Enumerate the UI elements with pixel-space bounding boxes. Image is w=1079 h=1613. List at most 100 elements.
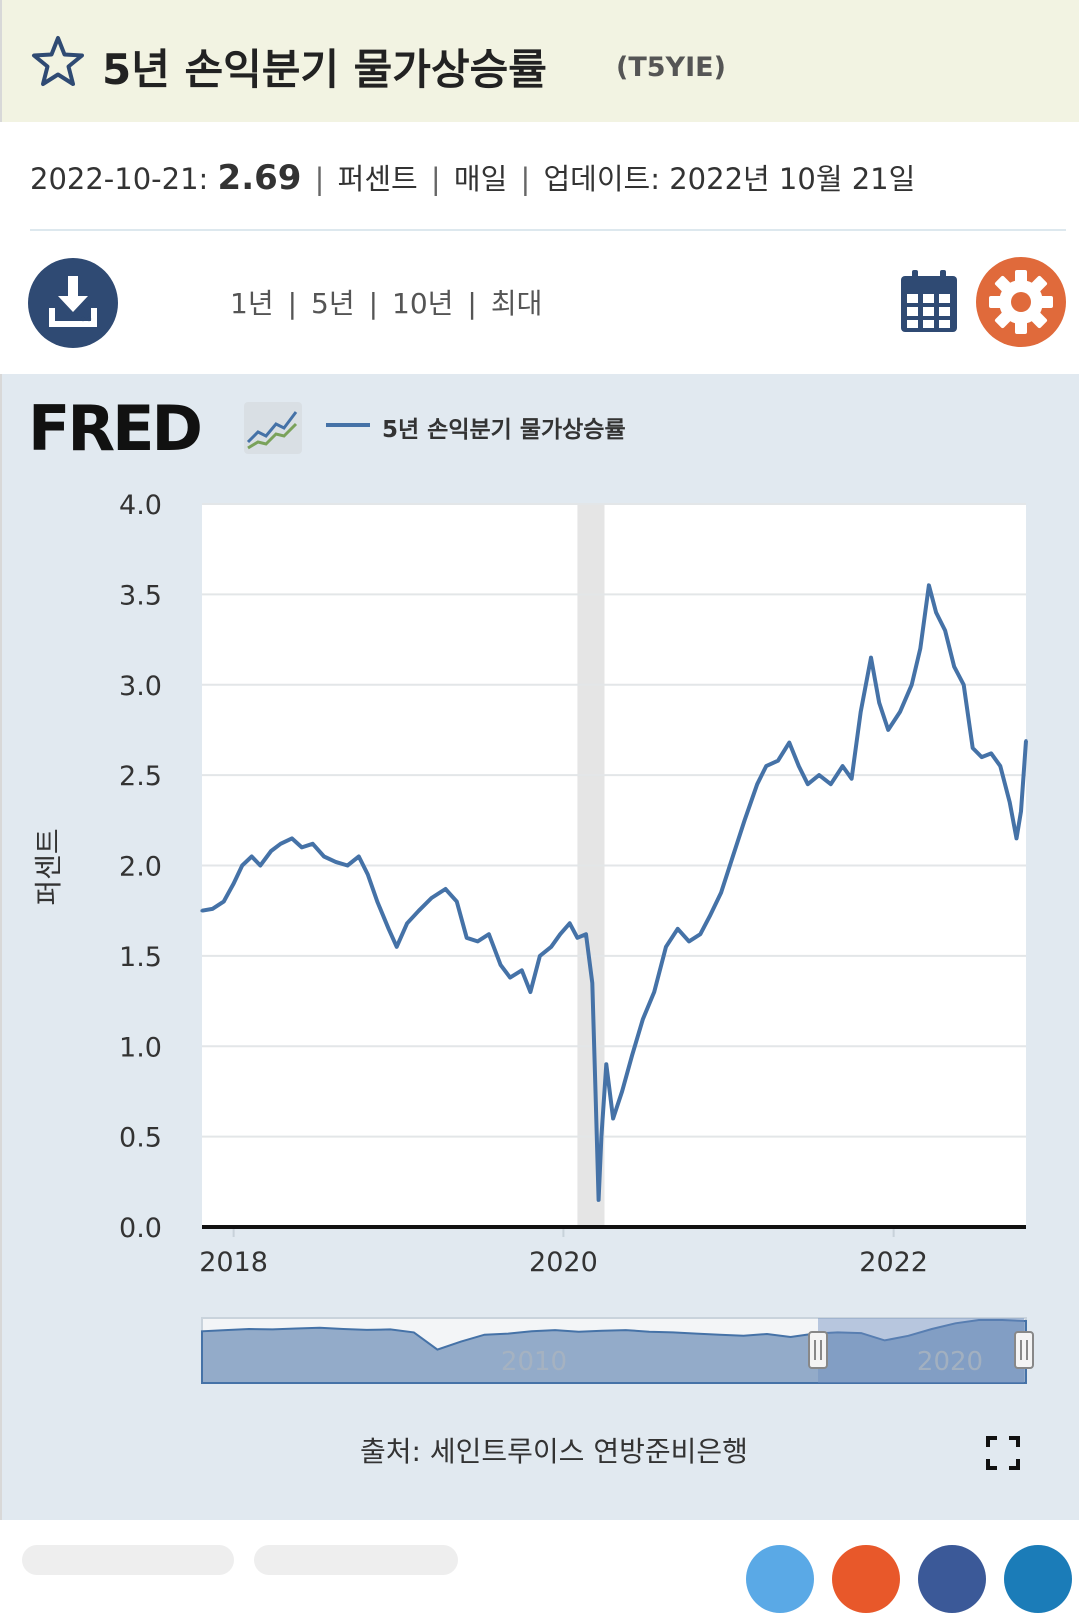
data-point: [898, 710, 902, 714]
data-point: [538, 954, 542, 958]
data-point: [499, 963, 503, 967]
data-point: [980, 755, 984, 759]
navigator-handle[interactable]: [808, 1331, 828, 1369]
settings-button[interactable]: [976, 257, 1066, 347]
data-point: [300, 845, 304, 850]
data-point: [708, 914, 712, 918]
meta-separator: |: [520, 162, 531, 196]
data-point: [311, 842, 315, 846]
source-text: 출처: 세인트루이스 연방준비은행: [360, 1435, 748, 1468]
fullscreen-icon[interactable]: [986, 1436, 1020, 1470]
data-point: [528, 990, 533, 994]
data-point: [200, 909, 204, 913]
y-tick-label: 3.5: [119, 580, 162, 611]
data-point: [918, 647, 922, 651]
range-1y[interactable]: 1년: [230, 287, 274, 320]
data-point: [927, 583, 931, 587]
data-point: [568, 921, 572, 925]
share-linkedin-icon[interactable]: [1004, 1545, 1072, 1613]
data-point: [465, 936, 469, 940]
divider: [30, 229, 1066, 231]
legend-swatch: [326, 423, 370, 427]
share-reddit-icon[interactable]: [832, 1545, 900, 1613]
download-button[interactable]: [28, 258, 118, 348]
data-point: [886, 728, 890, 732]
data-point: [731, 854, 735, 859]
calendar-icon[interactable]: [900, 268, 958, 334]
data-point: [664, 945, 668, 949]
range-10y[interactable]: 10년: [392, 287, 454, 320]
data-point: [590, 981, 594, 985]
data-point: [604, 1062, 608, 1066]
updated-value: 2022년 10월 21일: [669, 162, 916, 196]
data-point: [597, 1198, 601, 1202]
data-point: [395, 945, 399, 949]
x-tick-label: 2020: [529, 1247, 598, 1278]
data-point: [210, 907, 214, 911]
data-point: [787, 740, 791, 745]
data-point: [290, 836, 294, 840]
data-point: [269, 849, 273, 853]
data-point: [764, 764, 768, 768]
x-tick-label: 2022: [859, 1247, 928, 1278]
data-point: [240, 863, 244, 868]
data-point: [386, 927, 391, 931]
data-point: [998, 764, 1002, 768]
data-point: [952, 665, 956, 669]
data-point: [611, 1116, 615, 1121]
data-point: [806, 782, 810, 786]
data-point: [620, 1089, 624, 1094]
legend-label: 5년 손익분기 물가상승률: [382, 417, 626, 443]
navigator-handle[interactable]: [1014, 1331, 1034, 1369]
data-point: [375, 900, 379, 904]
data-point: [593, 1089, 598, 1094]
data-point: [258, 863, 262, 868]
share-twitter-icon[interactable]: [746, 1545, 814, 1613]
observation-date: 2022-10-21:: [30, 162, 209, 196]
data-point: [1014, 836, 1019, 840]
data-point: [520, 968, 524, 972]
data-point: [558, 932, 562, 936]
observation-value: 2.69: [217, 158, 302, 198]
data-point: [549, 945, 553, 949]
share-facebook-icon[interactable]: [918, 1545, 986, 1613]
data-point: [676, 927, 680, 931]
data-point: [840, 764, 845, 768]
data-point: [508, 975, 512, 980]
data-point: [910, 683, 914, 687]
data-point: [859, 710, 863, 714]
data-point: [322, 854, 326, 859]
y-tick-label: 0.5: [119, 1123, 162, 1154]
series-meta: 2022-10-21: 2.69 | 퍼센트 | 매일 | 업데이트: 2022…: [30, 156, 915, 198]
data-point: [817, 773, 821, 777]
data-point: [417, 909, 421, 913]
data-point: [487, 932, 491, 936]
range-5y[interactable]: 5년: [311, 287, 355, 320]
range-selector: 1년 | 5년 | 10년 | 최대: [230, 282, 542, 322]
range-max[interactable]: 최대: [490, 287, 543, 320]
data-point: [869, 656, 873, 660]
data-point: [232, 881, 236, 886]
gear-icon: [989, 270, 1053, 334]
fred-logo: FRED: [28, 392, 203, 465]
share-pill[interactable]: [22, 1545, 234, 1575]
download-icon: [49, 276, 97, 327]
data-point: [698, 932, 702, 936]
star-icon[interactable]: [30, 34, 86, 90]
data-point: [1008, 800, 1012, 804]
share-pill[interactable]: [254, 1545, 458, 1575]
data-point: [345, 863, 350, 868]
fred-graph-icon: [244, 402, 302, 454]
y-tick-label: 2.5: [119, 761, 162, 792]
data-point: [584, 932, 588, 936]
plot-area: 0.0 0.5 1.0 1.5 2.0 2.5 3.0 3.5 4.0 2018 2020 2022: [119, 490, 1028, 1278]
data-point: [776, 759, 780, 763]
title-bar: 5년 손익분기 물가상승률 (T5YIE): [0, 0, 1079, 122]
data-point: [1019, 809, 1023, 813]
data-point: [357, 854, 361, 859]
range-navigator[interactable]: 2010 2020: [201, 1317, 1034, 1384]
data-point: [850, 777, 854, 781]
updated-label: 업데이트:: [543, 162, 661, 196]
data-point: [877, 701, 881, 705]
